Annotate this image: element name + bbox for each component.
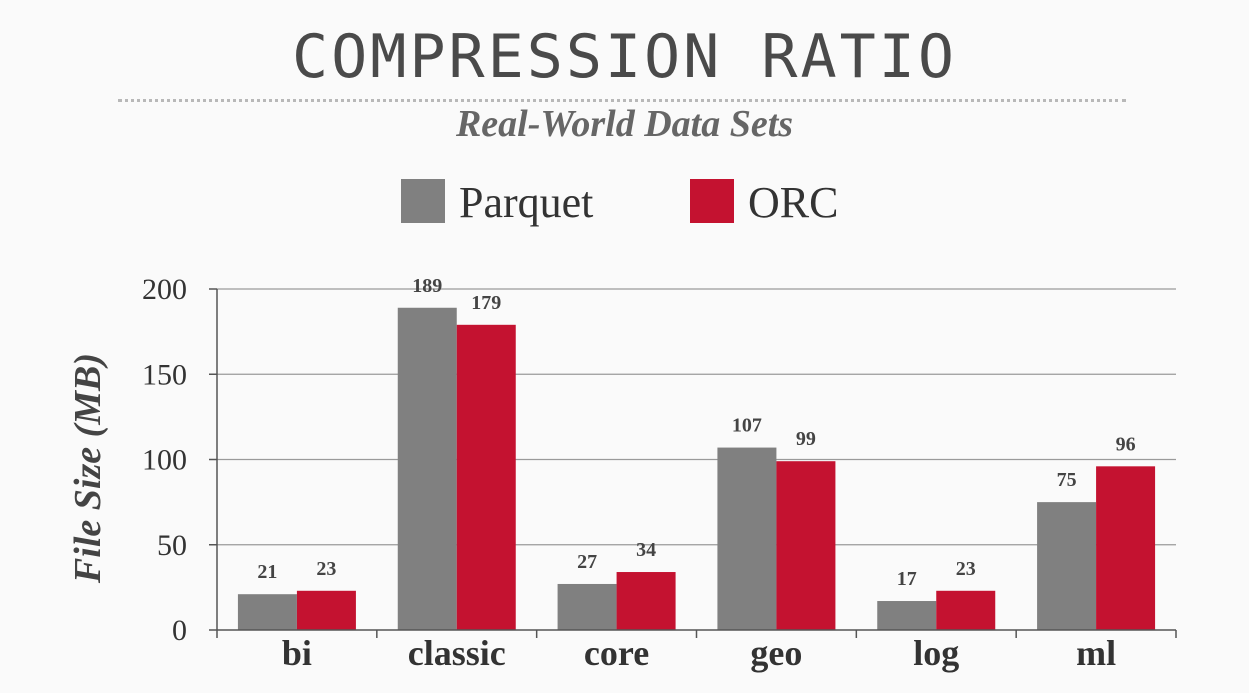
data-label: 34	[636, 539, 656, 561]
bar-orc-log	[936, 590, 996, 630]
bar-parquet-classic	[397, 307, 457, 630]
bar-orc-core	[616, 572, 676, 630]
data-label: 23	[316, 558, 336, 580]
title-divider	[118, 99, 1126, 102]
y-tick-label: 50	[157, 529, 187, 562]
bar-orc-bi	[296, 590, 356, 630]
data-label: 75	[1057, 469, 1077, 491]
y-axis-title: File Size (MB)	[67, 353, 109, 584]
data-label: 99	[796, 428, 816, 450]
x-tick-label: geo	[750, 633, 802, 673]
x-tick-label: classic	[408, 633, 506, 673]
data-label: 27	[577, 551, 597, 573]
legend-swatch-parquet	[401, 179, 445, 223]
x-tick-label: log	[913, 633, 959, 673]
chart-legend: Parquet ORC	[401, 178, 838, 227]
legend-swatch-orc	[690, 179, 734, 223]
x-tick-label: ml	[1076, 633, 1116, 673]
data-label: 96	[1116, 433, 1136, 455]
y-tick-label: 0	[172, 614, 187, 647]
bar-parquet-geo	[717, 447, 777, 630]
bar-orc-classic	[456, 324, 516, 630]
data-label: 21	[257, 561, 277, 583]
data-label: 189	[412, 275, 442, 297]
bar-parquet-core	[557, 583, 617, 630]
page-subtitle: Real-World Data Sets	[455, 103, 794, 145]
y-tick-label: 200	[142, 273, 187, 306]
page-title: COMPRESSION RATIO	[291, 22, 958, 92]
bar-parquet-ml	[1037, 502, 1097, 630]
x-tick-label: bi	[282, 633, 312, 673]
chart-bars	[237, 307, 1156, 630]
bar-parquet-log	[877, 601, 937, 630]
data-label: 179	[471, 292, 501, 314]
x-tick-label: core	[584, 633, 649, 673]
y-tick-label: 100	[142, 444, 187, 477]
y-tick-label: 150	[142, 358, 187, 391]
bar-parquet-bi	[237, 594, 297, 630]
data-label: 17	[897, 568, 917, 590]
chart-axes: 0 50 100 150 200 bi classic core geo log ml	[142, 273, 1177, 673]
chart-data-labels: 21 23 189 179 27 34 107 99 17 23 75 96	[257, 275, 1135, 590]
bar-orc-geo	[776, 461, 836, 630]
bar-orc-ml	[1096, 466, 1156, 630]
chart-gridlines	[217, 288, 1176, 546]
legend-label-parquet: Parquet	[459, 178, 593, 227]
data-label: 23	[956, 558, 976, 580]
legend-label-orc: ORC	[748, 178, 838, 227]
data-label: 107	[732, 415, 762, 437]
